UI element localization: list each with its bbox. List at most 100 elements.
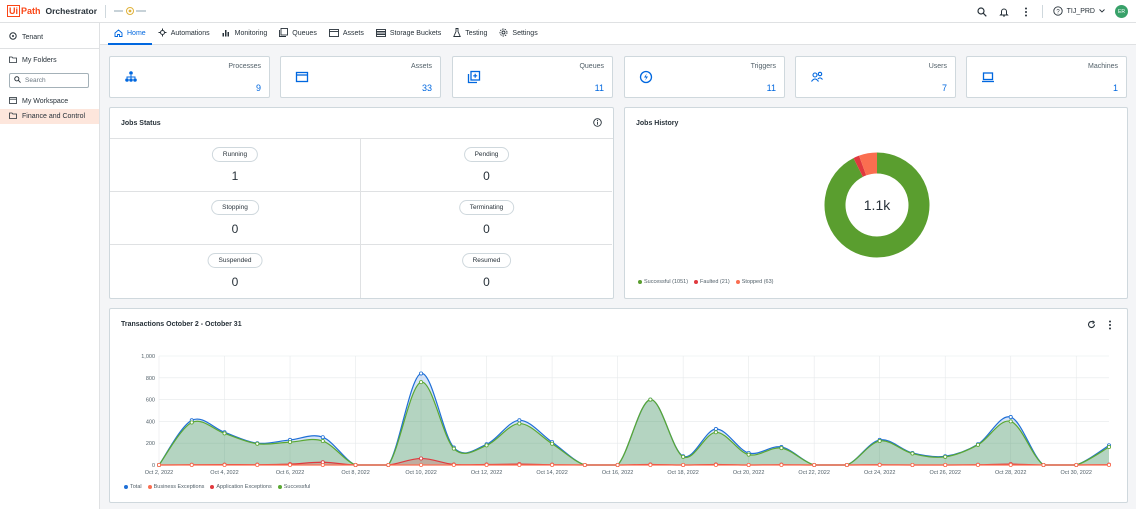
data-point-successful <box>451 446 456 451</box>
sidebar-search-input[interactable]: Search <box>9 73 89 88</box>
info-icon[interactable] <box>593 118 602 129</box>
stat-value[interactable]: 7 <box>941 83 947 93</box>
data-point-successful <box>484 443 489 448</box>
tab-label: Automations <box>170 30 210 37</box>
data-point-business-exceptions <box>648 462 653 467</box>
processes-icon <box>124 70 138 84</box>
data-point-business-exceptions <box>484 462 489 467</box>
data-point-business-exceptions <box>1008 462 1013 467</box>
data-point-business-exceptions <box>419 462 424 467</box>
data-point-business-exceptions <box>746 462 751 467</box>
data-point-business-exceptions <box>386 462 391 467</box>
avatar[interactable]: ER <box>1115 5 1128 18</box>
transactions-panel: Transactions October 2 - October 31 0 200… <box>109 308 1128 503</box>
stat-card-processes[interactable]: Processes 9 <box>109 56 270 98</box>
x-tick-label: Oct 8, 2022 <box>341 470 369 476</box>
stat-value[interactable]: 9 <box>255 83 261 93</box>
data-point-business-exceptions <box>255 462 260 467</box>
bell-icon[interactable] <box>998 6 1010 18</box>
job-status-value: 1 <box>231 169 239 183</box>
x-tick-label: Oct 14, 2022 <box>536 470 568 476</box>
tab-testing[interactable]: Testing <box>447 23 493 45</box>
x-tick-label: Oct 6, 2022 <box>276 470 304 476</box>
stat-card-assets[interactable]: Assets 33 <box>280 56 441 98</box>
tenant-selector[interactable]: ? TIJ_PRD <box>1052 5 1105 18</box>
tab-automations[interactable]: Automations <box>152 23 216 45</box>
job-status-terminating[interactable]: Terminating 0 <box>361 192 612 245</box>
tab-assets[interactable]: Assets <box>323 23 370 45</box>
job-status-label: Resumed <box>461 253 512 268</box>
stat-value[interactable]: 11 <box>766 83 776 93</box>
stat-card-machines[interactable]: Machines 1 <box>966 56 1127 98</box>
tab-home[interactable]: Home <box>108 23 152 45</box>
legend-item-total[interactable]: Total <box>124 484 142 490</box>
sidebar-item-finance-and-control[interactable]: Finance and Control <box>0 109 99 124</box>
legend-dot <box>694 280 699 284</box>
search-icon <box>14 76 21 85</box>
donut-slice-2 <box>859 152 878 176</box>
assets-icon <box>295 70 309 84</box>
uipath-logo[interactable]: Ui Path Orchestrator <box>7 5 97 17</box>
data-point-successful <box>288 440 293 445</box>
tab-queues[interactable]: Queues <box>273 23 323 45</box>
x-tick-label: Oct 4, 2022 <box>210 470 238 476</box>
jobs-history-donut[interactable]: 1.1k <box>817 145 937 265</box>
data-point-business-exceptions <box>943 462 948 467</box>
sidebar-item-my-workspace[interactable]: My Workspace <box>0 94 99 109</box>
legend-item-business-exceptions[interactable]: Business Exceptions <box>147 484 204 490</box>
data-point-business-exceptions <box>615 462 620 467</box>
transactions-chart[interactable]: 0 200 400 600 800 1,000 Oct 2, 2022 Oct 4, 2022… <box>110 309 1129 504</box>
search-icon[interactable] <box>976 6 988 18</box>
job-status-stopping[interactable]: Stopping 0 <box>110 192 361 245</box>
data-point-business-exceptions <box>353 462 358 467</box>
x-tick-label: Oct 16, 2022 <box>602 470 634 476</box>
legend-dot <box>638 280 642 284</box>
main-tabs: Home Automations Monitoring Queues Asset… <box>100 23 1136 45</box>
x-tick-label: Oct 12, 2022 <box>471 470 503 476</box>
x-tick-label: Oct 26, 2022 <box>929 470 961 476</box>
help-icon[interactable]: ? <box>1052 5 1063 18</box>
sidebar-divider <box>0 48 99 49</box>
data-point-business-exceptions <box>222 462 227 467</box>
sidebar-my-folders[interactable]: My Folders <box>0 53 99 67</box>
stat-card-triggers[interactable]: Triggers 11 <box>624 56 785 98</box>
job-status-pending[interactable]: Pending 0 <box>361 139 612 192</box>
tab-storage-buckets[interactable]: Storage Buckets <box>370 23 447 45</box>
tab-settings[interactable]: Settings <box>493 23 543 45</box>
stat-card-users[interactable]: Users 7 <box>795 56 956 98</box>
triggers-icon <box>639 70 653 84</box>
stat-card-queues[interactable]: Queues 11 <box>452 56 613 98</box>
job-status-resumed[interactable]: Resumed 0 <box>361 245 612 298</box>
legend-item-faulted[interactable]: Faulted (21) <box>694 279 730 285</box>
sidebar-tenant[interactable]: Tenant <box>0 30 99 44</box>
legend-dot <box>277 485 282 489</box>
stat-label: Triggers <box>750 63 776 70</box>
tab-monitoring[interactable]: Monitoring <box>216 23 274 45</box>
tab-label: Home <box>127 30 146 37</box>
data-point-total <box>419 371 424 376</box>
sidebar-search-placeholder: Search <box>25 77 46 84</box>
stat-value[interactable]: 1 <box>1112 83 1118 93</box>
job-status-running[interactable]: Running 1 <box>110 139 361 192</box>
refresh-icon[interactable] <box>1087 320 1096 331</box>
legend-item-successful[interactable]: Successful <box>277 484 310 490</box>
data-point-business-exceptions <box>582 462 587 467</box>
legend-item-application-exceptions[interactable]: Application Exceptions <box>210 484 272 490</box>
legend-item-stopped[interactable]: Stopped (63) <box>735 279 774 285</box>
stat-value[interactable]: 11 <box>594 83 604 93</box>
header-divider <box>105 4 107 18</box>
more-vertical-icon[interactable] <box>1108 320 1112 332</box>
stat-value[interactable]: 33 <box>421 83 432 93</box>
more-vertical-icon[interactable] <box>1020 6 1032 18</box>
data-point-business-exceptions <box>1041 462 1046 467</box>
chevron-down-icon <box>1099 8 1105 15</box>
job-status-suspended[interactable]: Suspended 0 <box>110 245 361 298</box>
monitoring-icon <box>222 29 231 39</box>
data-point-successful <box>550 441 555 446</box>
tenant-selector-label: TIJ_PRD <box>1066 8 1095 15</box>
stat-label: Queues <box>579 63 604 70</box>
job-status-label: Pending <box>463 147 510 162</box>
job-status-label: Suspended <box>207 253 263 268</box>
legend-item-successful[interactable]: Successful (1051) <box>638 279 688 285</box>
jobs-status-grid: Running 1 Pending 0 Stopping 0 Terminati… <box>110 138 613 298</box>
